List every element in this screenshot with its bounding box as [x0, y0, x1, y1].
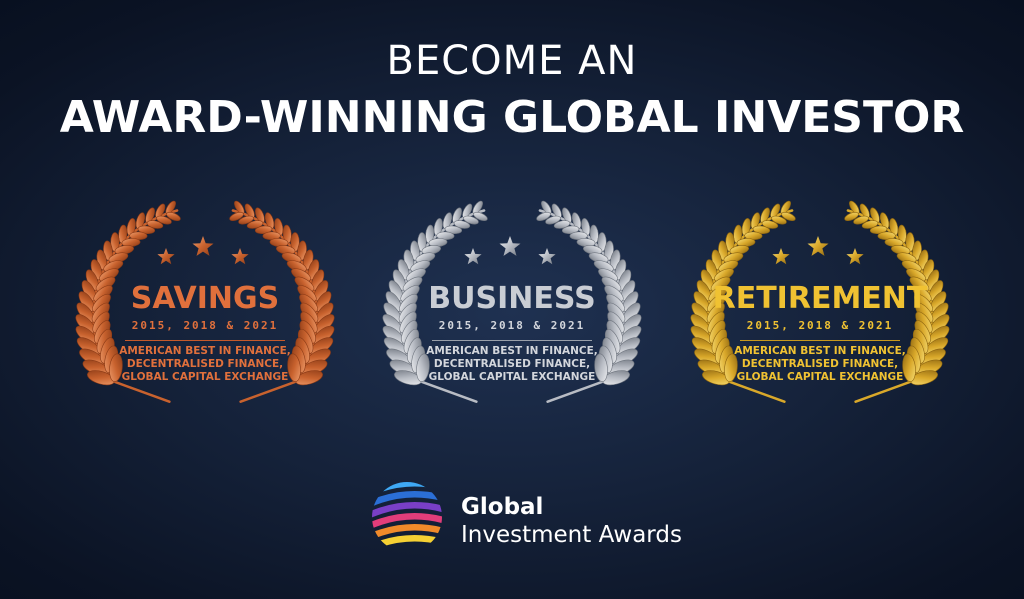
- laurel-branch-left: [75, 200, 181, 403]
- logo-text-investment-awards: Investment Awards: [461, 522, 682, 548]
- divider: [740, 340, 900, 341]
- award-description-line: DECENTRALISED FINANCE,: [126, 358, 284, 370]
- award-years: 2015, 2018 & 2021: [746, 319, 894, 332]
- award-description-line: AMERICAN BEST IN FINANCE,: [734, 345, 906, 357]
- laurel-branch-left: [690, 200, 796, 403]
- star-icon: [807, 236, 829, 256]
- star-icon: [499, 236, 521, 256]
- award-years: 2015, 2018 & 2021: [131, 319, 279, 332]
- logo-text-global: Global: [461, 494, 544, 520]
- laurel-wreath-icon: [382, 200, 642, 403]
- laurel-wreath-icon: [75, 200, 335, 403]
- award-business: BUSINESS 2015, 2018 & 2021 AMERICAN BEST…: [362, 195, 662, 445]
- award-description: AMERICAN BEST IN FINANCE, DECENTRALISED …: [95, 345, 315, 384]
- award-title: RETIREMENT: [712, 281, 928, 316]
- award-description-line: GLOBAL CAPITAL EXCHANGE: [736, 371, 904, 383]
- divider: [125, 340, 285, 341]
- award-title: SAVINGS: [130, 281, 280, 316]
- globe-logo-icon: [372, 482, 442, 552]
- award-title: BUSINESS: [428, 281, 596, 316]
- award-description: AMERICAN BEST IN FINANCE, DECENTRALISED …: [710, 345, 930, 384]
- award-years: 2015, 2018 & 2021: [438, 319, 586, 332]
- headline-top: BECOME AN: [386, 38, 638, 84]
- star-icon: [464, 248, 482, 265]
- star-icon: [192, 236, 214, 256]
- headline-main: AWARD-WINNING GLOBAL INVESTOR: [59, 92, 965, 143]
- award-description: AMERICAN BEST IN FINANCE, DECENTRALISED …: [402, 345, 622, 384]
- award-description-line: GLOBAL CAPITAL EXCHANGE: [121, 371, 289, 383]
- award-description-line: DECENTRALISED FINANCE,: [433, 358, 591, 370]
- laurel-branch-left: [382, 200, 488, 403]
- star-icon: [538, 248, 556, 265]
- award-description-line: AMERICAN BEST IN FINANCE,: [119, 345, 291, 357]
- star-icon: [157, 248, 175, 265]
- award-retirement: RETIREMENT 2015, 2018 & 2021 AMERICAN BE…: [670, 195, 970, 445]
- laurel-wreath-icon: [690, 200, 950, 403]
- award-description-line: GLOBAL CAPITAL EXCHANGE: [428, 371, 596, 383]
- award-description-line: AMERICAN BEST IN FINANCE,: [426, 345, 598, 357]
- award-description-line: DECENTRALISED FINANCE,: [741, 358, 899, 370]
- star-icon: [846, 248, 864, 265]
- star-icon: [231, 248, 249, 265]
- laurel-branch-right: [229, 200, 335, 403]
- laurel-branch-right: [844, 200, 950, 403]
- award-savings: SAVINGS 2015, 2018 & 2021 AMERICAN BEST …: [55, 195, 355, 445]
- laurel-branch-right: [536, 200, 642, 403]
- divider: [432, 340, 592, 341]
- star-icon: [772, 248, 790, 265]
